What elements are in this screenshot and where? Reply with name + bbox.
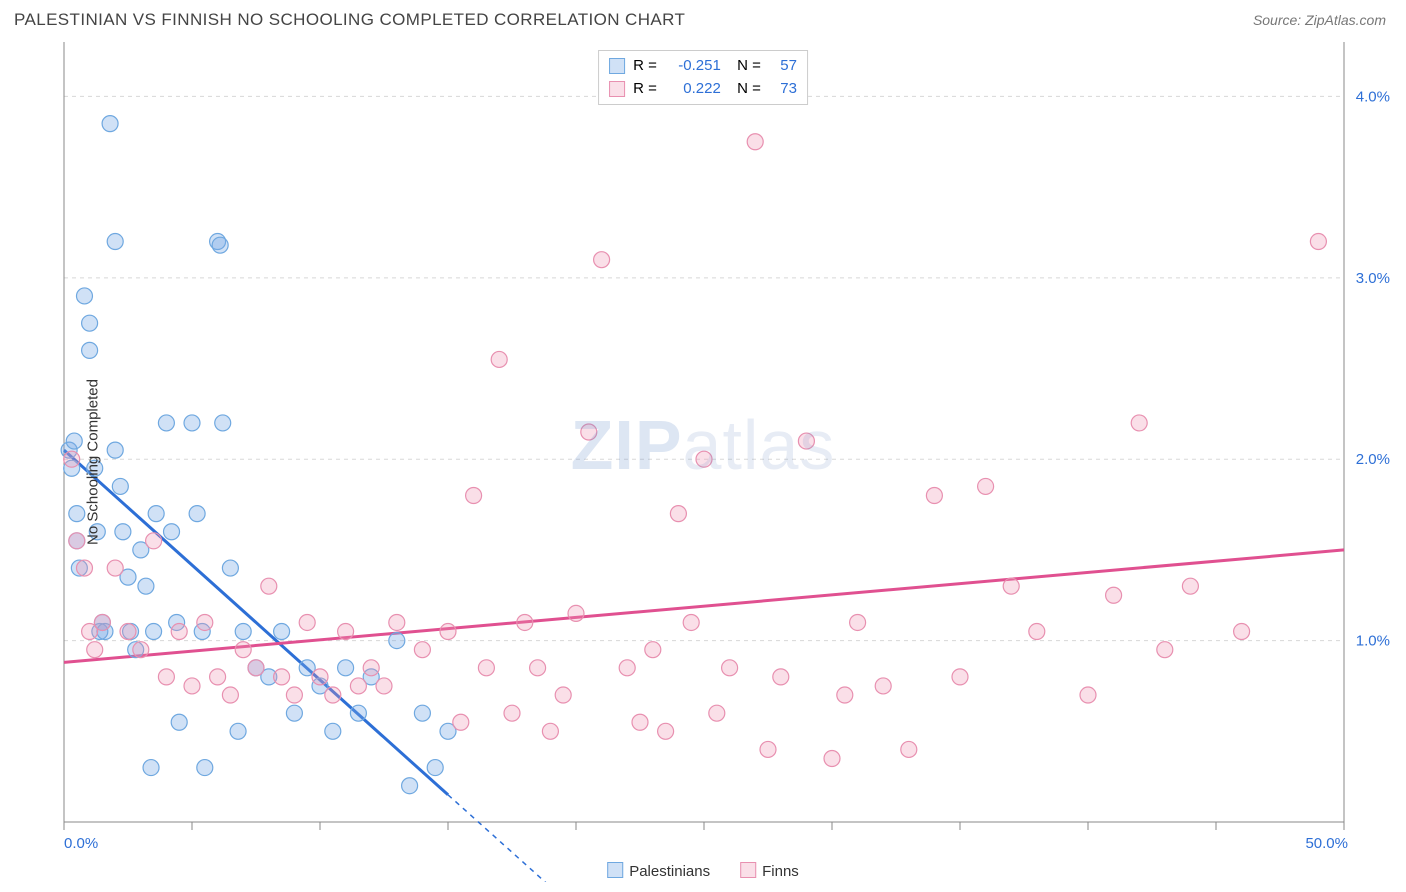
stat-row-finns: R = 0.222 N = 73 <box>609 78 797 101</box>
chart-header: PALESTINIAN VS FINNISH NO SCHOOLING COMP… <box>0 0 1406 36</box>
svg-text:3.0%: 3.0% <box>1356 270 1390 287</box>
chart-area: No Schooling Completed ZIPatlas 1.0%2.0%… <box>14 42 1392 882</box>
svg-text:4.0%: 4.0% <box>1356 88 1390 105</box>
svg-text:50.0%: 50.0% <box>1305 835 1348 852</box>
legend-item-palestinians: Palestinians <box>607 862 710 880</box>
swatch-palestinians <box>609 58 625 74</box>
chart-source: Source: ZipAtlas.com <box>1253 12 1386 28</box>
correlation-stats-box: R = -0.251 N = 57 R = 0.222 N = 73 <box>598 50 808 105</box>
swatch-finns <box>609 81 625 97</box>
scatter-plot: 1.0% 2.0% 3.0% 4.0% 0.0% 50.0% <box>14 42 1392 882</box>
svg-text:0.0%: 0.0% <box>64 835 98 852</box>
svg-text:2.0%: 2.0% <box>1356 451 1390 468</box>
legend-item-finns: Finns <box>740 862 799 880</box>
legend: Palestinians Finns <box>607 862 799 880</box>
stat-row-palestinians: R = -0.251 N = 57 <box>609 55 797 78</box>
y-axis-label: No Schooling Completed <box>84 379 101 545</box>
svg-text:1.0%: 1.0% <box>1356 633 1390 650</box>
chart-title: PALESTINIAN VS FINNISH NO SCHOOLING COMP… <box>14 10 685 30</box>
